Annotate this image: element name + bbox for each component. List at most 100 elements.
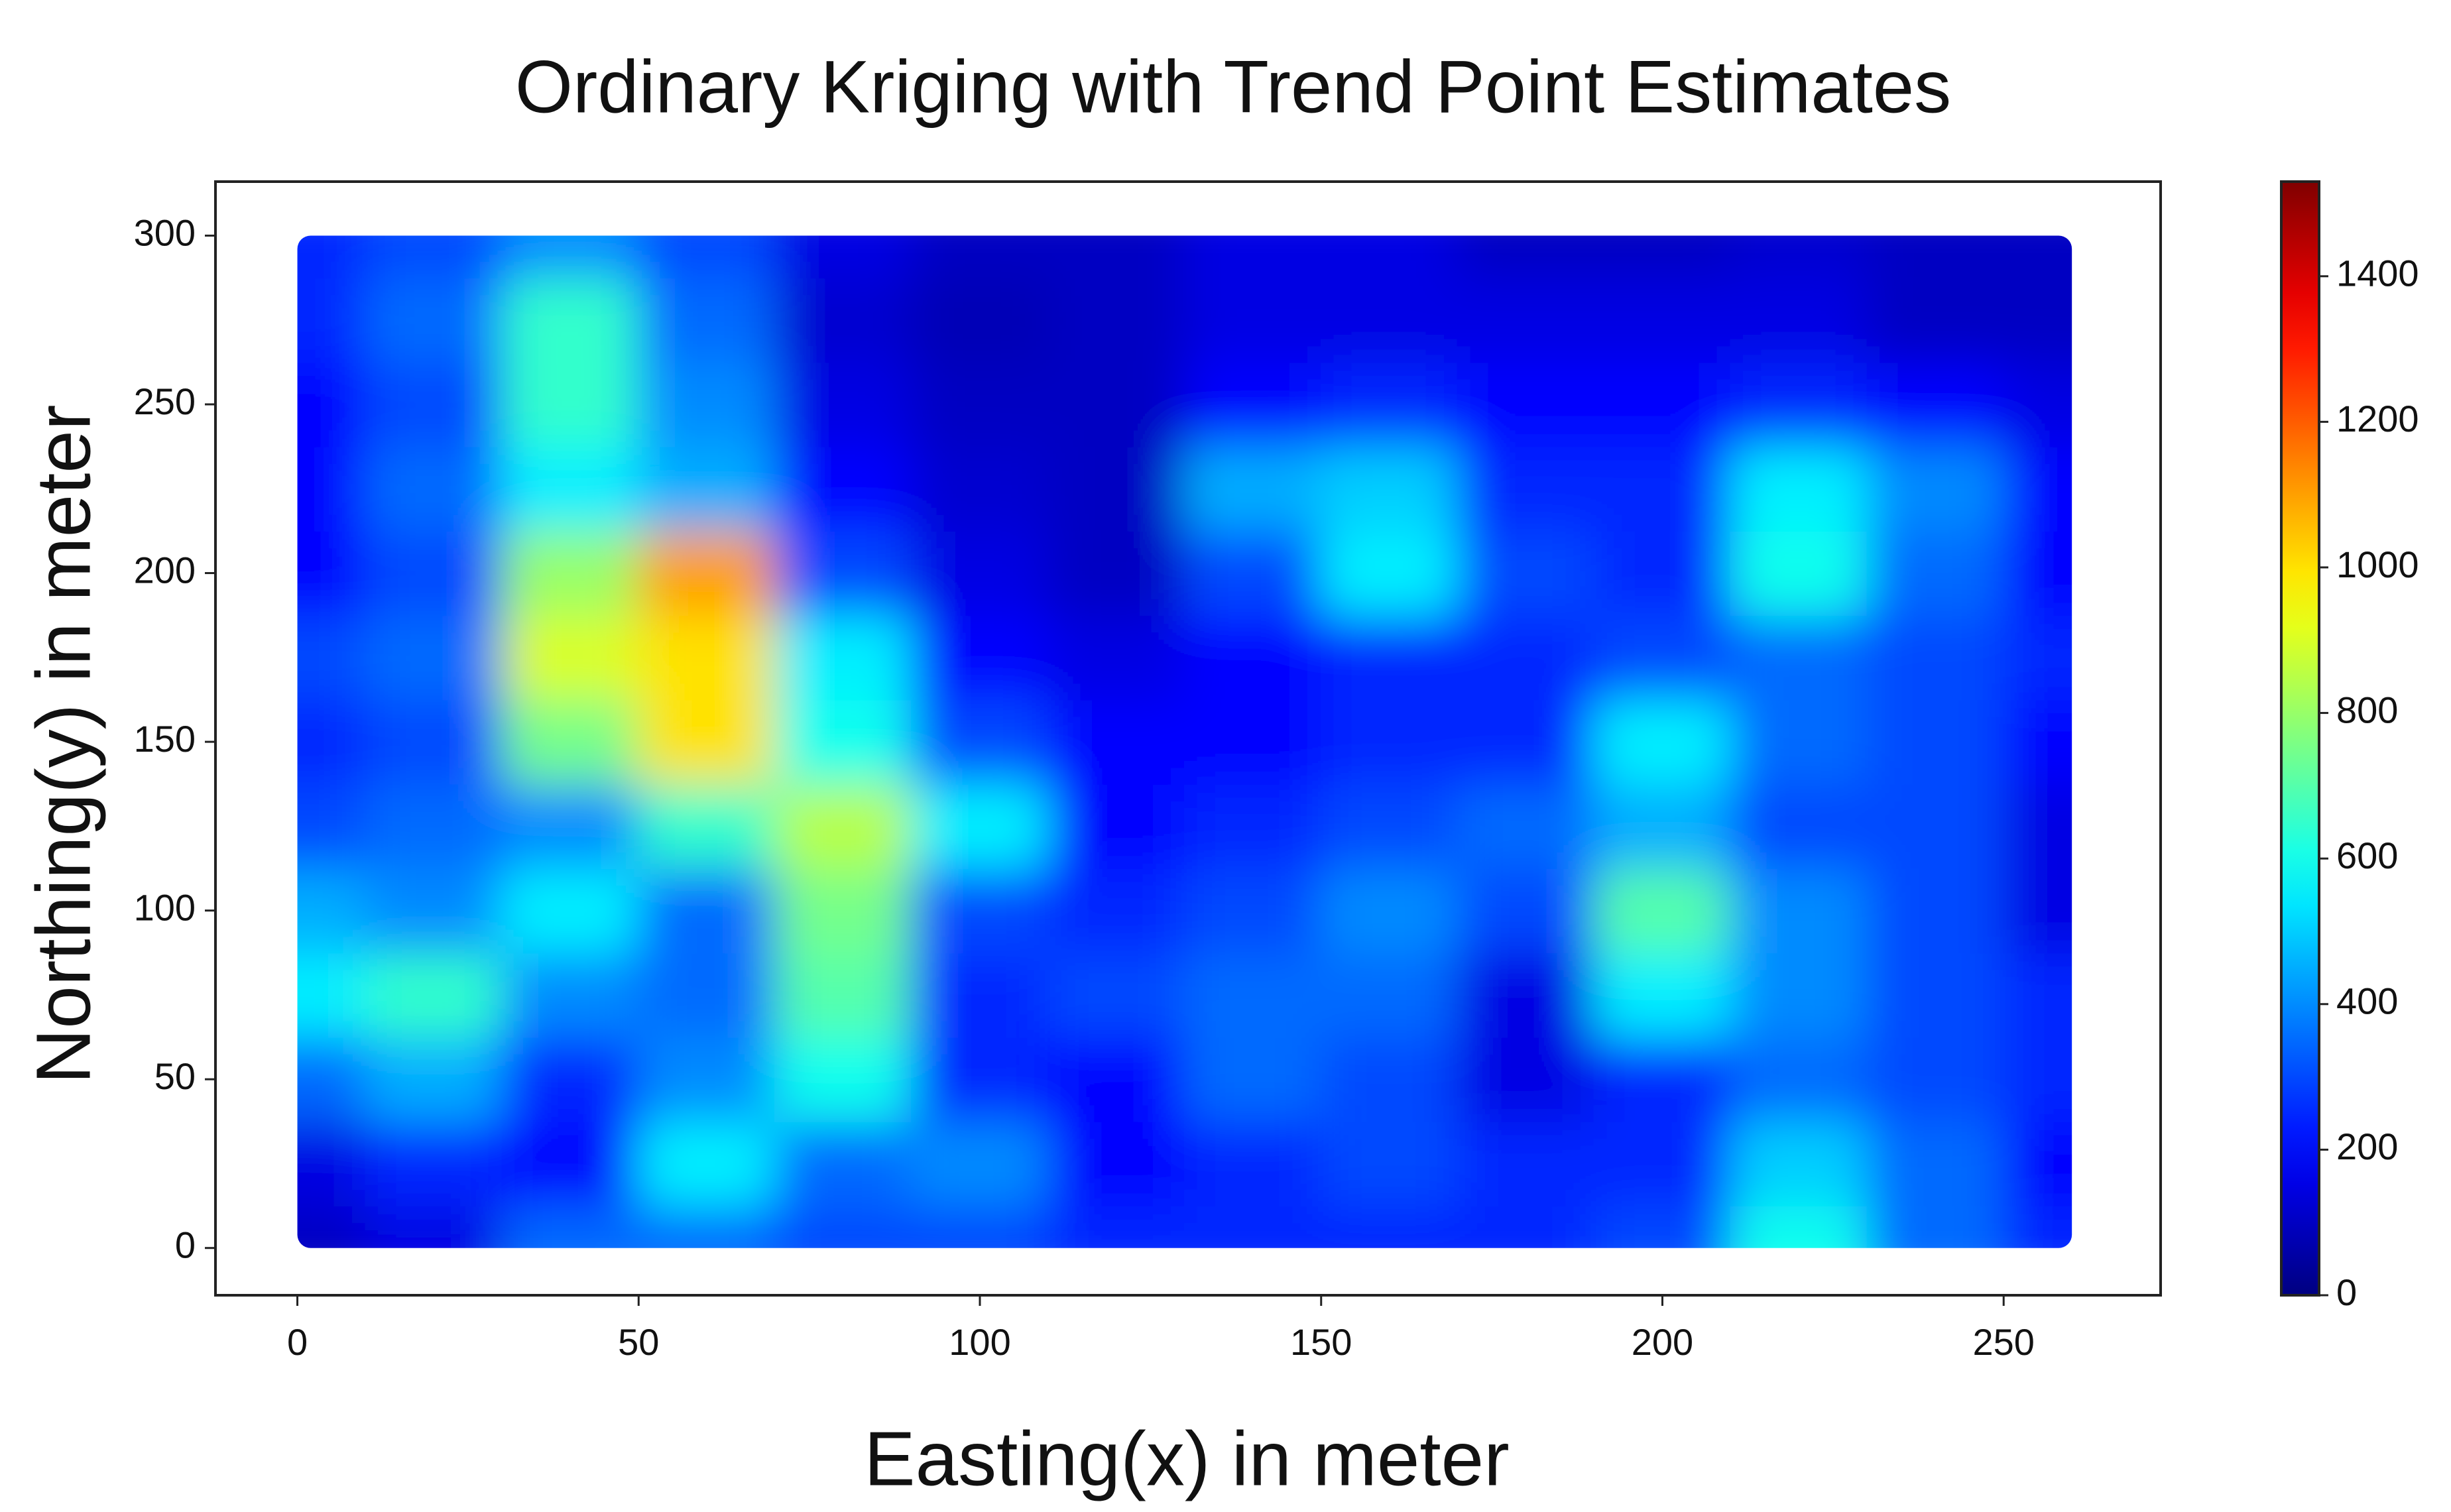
heat-cell <box>1457 1120 1595 1207</box>
heat-cell <box>1047 361 1185 447</box>
heat-cell <box>365 1205 503 1248</box>
heat-cell <box>2003 1120 2072 1207</box>
heat-cell <box>1730 530 1868 616</box>
heat-cell <box>774 277 913 363</box>
colorbar-tick-label: 1200 <box>2336 398 2419 439</box>
heat-cell <box>1047 868 1185 954</box>
heat-cell <box>1593 699 1732 785</box>
heat-cell <box>1457 361 1595 447</box>
heat-cell <box>365 445 503 532</box>
heat-cell <box>1457 783 1595 869</box>
heat-cell <box>1320 783 1459 869</box>
heat-cell <box>1320 868 1459 954</box>
heat-cell <box>2003 868 2072 954</box>
heat-cell <box>774 361 913 447</box>
heat-cell <box>297 1205 367 1248</box>
heat-cell <box>638 868 776 954</box>
heat-cell <box>774 1205 913 1248</box>
heat-cell <box>297 952 367 1038</box>
y-tick-label: 150 <box>134 718 196 760</box>
heat-cell <box>1593 277 1732 363</box>
heat-cell <box>1457 530 1595 616</box>
colorbar-tick-label: 800 <box>2336 689 2398 730</box>
heat-cell <box>1183 1120 1322 1207</box>
heat-cell <box>1730 699 1868 785</box>
heat-cell <box>638 235 776 279</box>
x-tick-label: 0 <box>287 1321 308 1363</box>
heat-cell <box>1183 868 1322 954</box>
heat-cell <box>1457 1036 1595 1122</box>
heat-cell <box>1320 952 1459 1038</box>
heat-cell <box>1047 699 1185 785</box>
heat-cell <box>911 614 1049 701</box>
heat-cell <box>365 952 503 1038</box>
x-axis-label: Easting(x) in meter <box>864 1416 1509 1502</box>
heat-cell <box>774 868 913 954</box>
heat-cell <box>638 1205 776 1248</box>
heat-cell <box>1730 277 1868 363</box>
heat-cell <box>774 614 913 701</box>
heat-cell <box>2003 445 2072 532</box>
heat-cell <box>1593 783 1732 869</box>
heat-cell <box>501 1205 640 1248</box>
heat-cell <box>1320 699 1459 785</box>
heat-cell <box>1047 277 1185 363</box>
heat-cell <box>2003 952 2072 1038</box>
heat-cell <box>911 699 1049 785</box>
heat-cell <box>297 783 367 869</box>
heat-cell <box>501 699 640 785</box>
heat-cell <box>365 1036 503 1122</box>
heat-cell <box>1183 530 1322 616</box>
heat-cell <box>1593 235 1732 279</box>
heat-cell <box>774 783 913 869</box>
heat-cell <box>1457 699 1595 785</box>
heat-cell <box>1866 614 2005 701</box>
heat-cell <box>365 530 503 616</box>
heat-cell <box>1047 952 1185 1038</box>
heat-cell <box>297 1036 367 1122</box>
heat-cell <box>1320 235 1459 279</box>
y-tick-label: 0 <box>175 1224 196 1266</box>
heat-cell <box>911 277 1049 363</box>
heat-cell <box>1593 361 1732 447</box>
heat-cell <box>911 530 1049 616</box>
heat-cell <box>1730 1120 1868 1207</box>
heat-cell <box>1183 235 1322 279</box>
y-tick-label: 50 <box>154 1055 196 1097</box>
heat-cell <box>911 361 1049 447</box>
heat-cell <box>2003 277 2072 363</box>
heat-cell <box>774 952 913 1038</box>
x-tick-label: 200 <box>1632 1321 1693 1363</box>
heat-cell <box>911 1036 1049 1122</box>
heat-cell <box>1320 1120 1459 1207</box>
heat-cell <box>2003 1205 2072 1248</box>
heat-cell <box>1320 277 1459 363</box>
y-axis-label: Northing(y) in meter <box>21 405 107 1084</box>
heat-cell <box>1730 1205 1868 1248</box>
heat-cell <box>1866 783 2005 869</box>
heat-cell <box>1866 530 2005 616</box>
heat-cell <box>638 530 776 616</box>
colorbar <box>2280 180 2320 1297</box>
heat-cell <box>1730 445 1868 532</box>
heat-cell <box>774 445 913 532</box>
heat-cell <box>1183 1036 1322 1122</box>
heat-cell <box>1320 1205 1459 1248</box>
chart-title: Ordinary Kriging with Trend Point Estima… <box>515 46 1951 129</box>
heat-cell <box>1183 1205 1322 1248</box>
heat-cell <box>1866 445 2005 532</box>
heat-cell <box>1320 1036 1459 1122</box>
heat-cell <box>911 235 1049 279</box>
heat-cell <box>1730 952 1868 1038</box>
heat-cell <box>1183 445 1322 532</box>
y-tick-label: 200 <box>134 549 196 591</box>
heat-cell <box>365 235 503 279</box>
heat-cell <box>1183 699 1322 785</box>
heat-cell <box>1730 868 1868 954</box>
heat-cell <box>297 699 367 785</box>
colorbar-tick-label: 0 <box>2336 1271 2357 1313</box>
heat-cell <box>501 1120 640 1207</box>
heat-cell <box>638 699 776 785</box>
x-tick-label: 50 <box>618 1321 659 1363</box>
plot-frame <box>214 180 2162 1297</box>
